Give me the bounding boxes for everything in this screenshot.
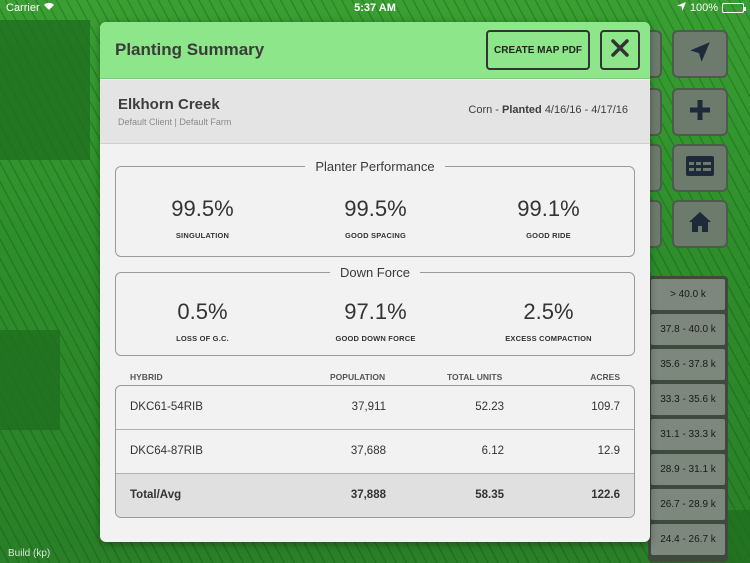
metric-value: 97.1% — [344, 299, 407, 324]
wifi-icon — [43, 2, 55, 14]
field-name: Elkhorn Creek — [118, 96, 220, 113]
down-force-panel: Down Force 0.5% LOSS OF G.C. 97.1% GOOD … — [115, 265, 635, 356]
legend-item: > 40.0 k — [651, 279, 725, 310]
legend-item: 35.6 - 37.8 k — [651, 349, 725, 380]
map-field-patch — [0, 20, 90, 160]
table-button[interactable] — [672, 144, 728, 192]
metric-good-spacing: 99.5% GOOD SPACING — [289, 196, 462, 240]
cell-population: 37,888 — [350, 489, 386, 501]
legend-item: 26.7 - 28.9 k — [651, 489, 725, 520]
cell-total-units: 58.35 — [475, 489, 504, 501]
panel-title: Planter Performance — [305, 159, 445, 174]
planter-performance-panel: Planter Performance 99.5% SINGULATION 99… — [115, 159, 635, 257]
metric-value: 99.1% — [517, 196, 580, 221]
battery-icon — [722, 3, 746, 13]
map-field-patch — [0, 330, 60, 430]
column-header-acres: ACRES — [590, 372, 620, 382]
cell-population: 37,688 — [350, 445, 386, 457]
add-button[interactable] — [672, 88, 728, 136]
cell-acres: 122.6 — [591, 489, 620, 501]
navigate-button[interactable] — [672, 30, 728, 78]
grid-icon — [685, 155, 715, 182]
metric-value: 99.5% — [344, 196, 407, 221]
table-row[interactable]: DKC64-87RIB 37,688 6.12 12.9 — [116, 430, 634, 474]
cell-acres: 12.9 — [597, 445, 620, 457]
total-row: Total/Avg 37,888 58.35 122.6 — [116, 474, 634, 517]
column-header-total-units: TOTAL UNITS — [447, 372, 503, 382]
hybrid-table-header: HYBRID POPULATION TOTAL UNITS ACRES — [115, 372, 635, 386]
metric-value: 2.5% — [523, 299, 574, 324]
cell-population: 37,911 — [351, 401, 386, 413]
cell-hybrid: DKC61-54RIB — [130, 401, 203, 413]
battery-percent: 100% — [689, 2, 718, 14]
field-info-bar: Elkhorn Creek Default Client | Default F… — [100, 80, 650, 144]
metric-label: GOOD SPACING — [344, 231, 407, 240]
legend-item: 24.4 - 26.7 k — [651, 524, 725, 555]
population-legend: > 40.0 k 37.8 - 40.0 k 35.6 - 37.8 k 33.… — [648, 276, 728, 562]
location-arrow-icon — [676, 2, 686, 14]
metric-value: 99.5% — [171, 196, 234, 221]
close-icon — [611, 38, 629, 62]
column-header-hybrid: HYBRID — [130, 372, 163, 382]
metric-value: 0.5% — [177, 299, 228, 324]
metric-loss-of-gc: 0.5% LOSS OF G.C. — [116, 299, 289, 343]
carrier-label: Carrier — [6, 2, 40, 14]
modal-title: Planting Summary — [115, 40, 265, 59]
planted-dates: 4/16/16 - 4/17/16 — [544, 104, 628, 116]
cell-total-units: 52.23 — [475, 401, 504, 413]
metric-good-ride: 99.1% GOOD RIDE — [462, 196, 635, 240]
legend-item: 37.8 - 40.0 k — [651, 314, 725, 345]
legend-item: 31.1 - 33.3 k — [651, 419, 725, 450]
plus-icon — [688, 98, 712, 127]
metric-good-down-force: 97.1% GOOD DOWN FORCE — [289, 299, 462, 343]
hybrid-table: DKC61-54RIB 37,911 52.23 109.7 DKC64-87R… — [115, 385, 635, 518]
planted-label: Planted — [502, 104, 542, 116]
cell-total-units: 6.12 — [481, 445, 504, 457]
home-icon — [688, 211, 712, 238]
table-row[interactable]: DKC61-54RIB 37,911 52.23 109.7 — [116, 386, 634, 430]
home-button[interactable] — [672, 200, 728, 248]
close-button[interactable] — [600, 30, 640, 70]
metric-singulation: 99.5% SINGULATION — [116, 196, 289, 240]
legend-item: 28.9 - 31.1 k — [651, 454, 725, 485]
client-farm-label: Default Client | Default Farm — [118, 117, 232, 127]
cell-acres: 109.7 — [591, 401, 620, 413]
modal-header: Planting Summary CREATE MAP PDF — [100, 22, 650, 79]
legend-item: 33.3 - 35.6 k — [651, 384, 725, 415]
build-label: Build (kp) — [8, 548, 51, 559]
clock: 5:37 AM — [354, 2, 396, 14]
cell-hybrid: DKC64-87RIB — [130, 445, 203, 457]
planting-summary-modal: Planting Summary CREATE MAP PDF Elkhorn … — [100, 22, 650, 542]
panel-title: Down Force — [329, 265, 421, 280]
metric-excess-compaction: 2.5% EXCESS COMPACTION — [462, 299, 635, 343]
cell-hybrid: Total/Avg — [130, 489, 182, 501]
navigate-icon — [687, 39, 713, 70]
crop-planted-info: Corn - Planted 4/16/16 - 4/17/16 — [468, 104, 628, 116]
metric-label: EXCESS COMPACTION — [505, 334, 592, 343]
metric-label: LOSS OF G.C. — [176, 334, 229, 343]
metric-label: GOOD DOWN FORCE — [335, 334, 416, 343]
column-header-population: POPULATION — [330, 372, 386, 382]
crop-label: Corn - — [468, 104, 499, 116]
metric-label: SINGULATION — [175, 231, 230, 240]
create-map-pdf-button[interactable]: CREATE MAP PDF — [486, 30, 590, 70]
status-bar: Carrier 5:37 AM 100% — [0, 0, 750, 16]
metric-label: GOOD RIDE — [526, 231, 571, 240]
